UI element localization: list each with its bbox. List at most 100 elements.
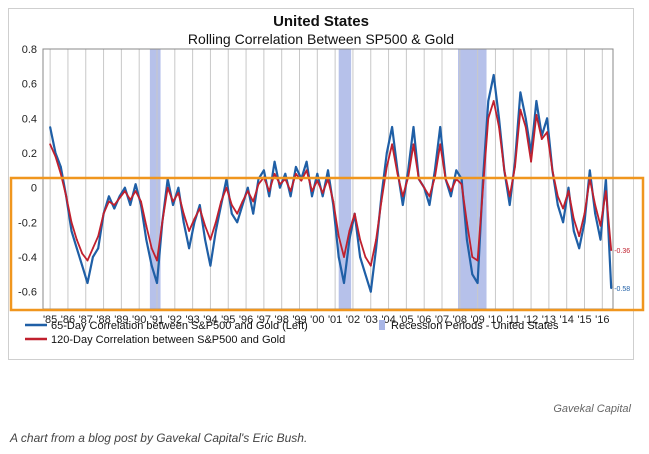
series-0-point-60 [369,290,372,293]
series-1-point-37 [246,190,249,193]
series-0-point-95 [556,204,559,206]
series-1-point-95 [556,195,559,198]
series-1-point-79 [471,256,474,258]
y-tick-label-0: 0.8 [22,44,37,56]
series-0-point-66 [401,204,404,206]
x-tick-label-4: '89 [114,314,128,326]
series-1-point-86 [508,195,511,198]
series-1-point-36 [241,200,244,203]
x-tick-label-30: '15 [577,314,591,326]
series-0-point-73 [439,126,442,128]
series-0-point-38 [252,212,255,215]
series-0-point-89 [524,117,527,120]
series-0-point-28 [198,204,201,206]
series-1-point-34 [230,204,233,206]
series-0-point-58 [359,256,361,258]
series-0-point-29 [204,238,206,241]
series-0-point-2 [59,165,62,168]
series-1-point-45 [289,190,292,193]
series-1-point-20 [156,259,158,262]
series-0-point-6 [81,264,84,267]
series-1-point-105 [610,249,613,251]
x-tick-label-31: '16 [595,314,609,326]
series-0-point-83 [492,74,495,76]
series-1-point-15 [129,198,132,201]
x-tick-label-13: '98 [275,314,289,326]
series-1-point-29 [204,224,206,227]
series-0-point-8 [91,256,94,258]
series-1-point-68 [412,143,415,146]
series-1-point-5 [75,238,78,241]
x-tick-label-7: '92 [168,314,182,326]
series-0-point-11 [108,195,110,198]
chart-svg: '85 '86 '87'88 '89 '90 '91 '92'93 '94 '95 '96 '97 '… [18,44,630,346]
x-tick-label-0: '85 [43,314,57,326]
x-tick-label-10: '95 [221,314,235,326]
series-1-point-96 [562,207,565,210]
series-0-point-68 [412,126,415,128]
series-0-point-7 [86,282,89,284]
chart-subtitle: Rolling Correlation Between SP500 & Gold [187,31,455,47]
series-1-point-6 [81,252,84,255]
series-1-point-99 [578,235,581,238]
series-1-point-78 [466,221,468,224]
series-1-point-103 [599,224,602,227]
series-1-point-59 [364,256,367,258]
figure-caption: A chart from a blog post by Gavekal Capi… [10,431,308,445]
series-0-point-101 [588,169,591,172]
series-0-point-59 [364,273,367,276]
x-tick-label-24: '09 [470,314,484,326]
series-1-point-4 [70,221,73,224]
series-0-point-23 [172,204,174,206]
series-1-point-91 [535,113,538,116]
x-tick-label-16: '01 [328,314,342,326]
series-1-point-63 [385,165,388,168]
series-1-point-60 [369,264,372,267]
end-value-label-1: -0.58 [614,286,630,293]
series-0-point-71 [428,204,431,206]
series-1-point-0 [49,143,52,146]
series-1-point-62 [380,200,383,203]
series-0-point-61 [375,247,377,250]
series-1-point-21 [161,221,164,224]
series-0-point-80 [476,282,479,284]
series-1-point-64 [391,143,394,146]
series-1-point-90 [530,160,532,163]
series-0-point-14 [124,186,126,189]
series-0-point-78 [466,238,468,241]
series-1-point-25 [182,212,185,215]
series-0-point-52 [327,169,329,172]
series-1-point-16 [134,190,137,193]
x-tick-label-8: '93 [185,314,199,326]
series-0-point-79 [471,273,474,276]
x-tick-label-26: '11 [506,314,520,326]
series-1-point-41 [268,190,271,193]
series-1-point-19 [150,247,153,250]
x-tick-label-15: '00 [310,314,324,326]
legend-label-1: Recession Periods - United States [391,320,559,332]
series-1-point-80 [476,259,479,262]
x-tick-label-25: '10 [488,314,502,326]
series-0-point-12 [113,207,116,210]
series-1-point-58 [359,238,361,241]
series-0-point-39 [257,178,260,180]
series-0-point-0 [49,126,52,128]
series-1-point-3 [65,195,68,198]
series-1-point-72 [433,176,436,179]
series-0-point-51 [321,195,324,198]
series-0-point-9 [97,247,100,250]
series-0-point-99 [578,247,581,250]
series-0-point-31 [214,230,217,232]
series-0-point-76 [455,169,458,172]
series-1-point-88 [519,108,522,111]
series-1-point-57 [353,212,356,215]
attribution-watermark: Gavekal Capital [553,403,631,415]
series-1-point-40 [262,176,265,179]
series-0-point-35 [236,221,239,224]
series-0-point-50 [316,172,319,175]
series-1-point-27 [193,217,196,220]
x-tick-label-1: '86 [61,314,75,326]
x-tick-label-14: '99 [292,314,306,326]
series-0-point-88 [519,91,522,94]
series-1-point-42 [273,172,276,175]
